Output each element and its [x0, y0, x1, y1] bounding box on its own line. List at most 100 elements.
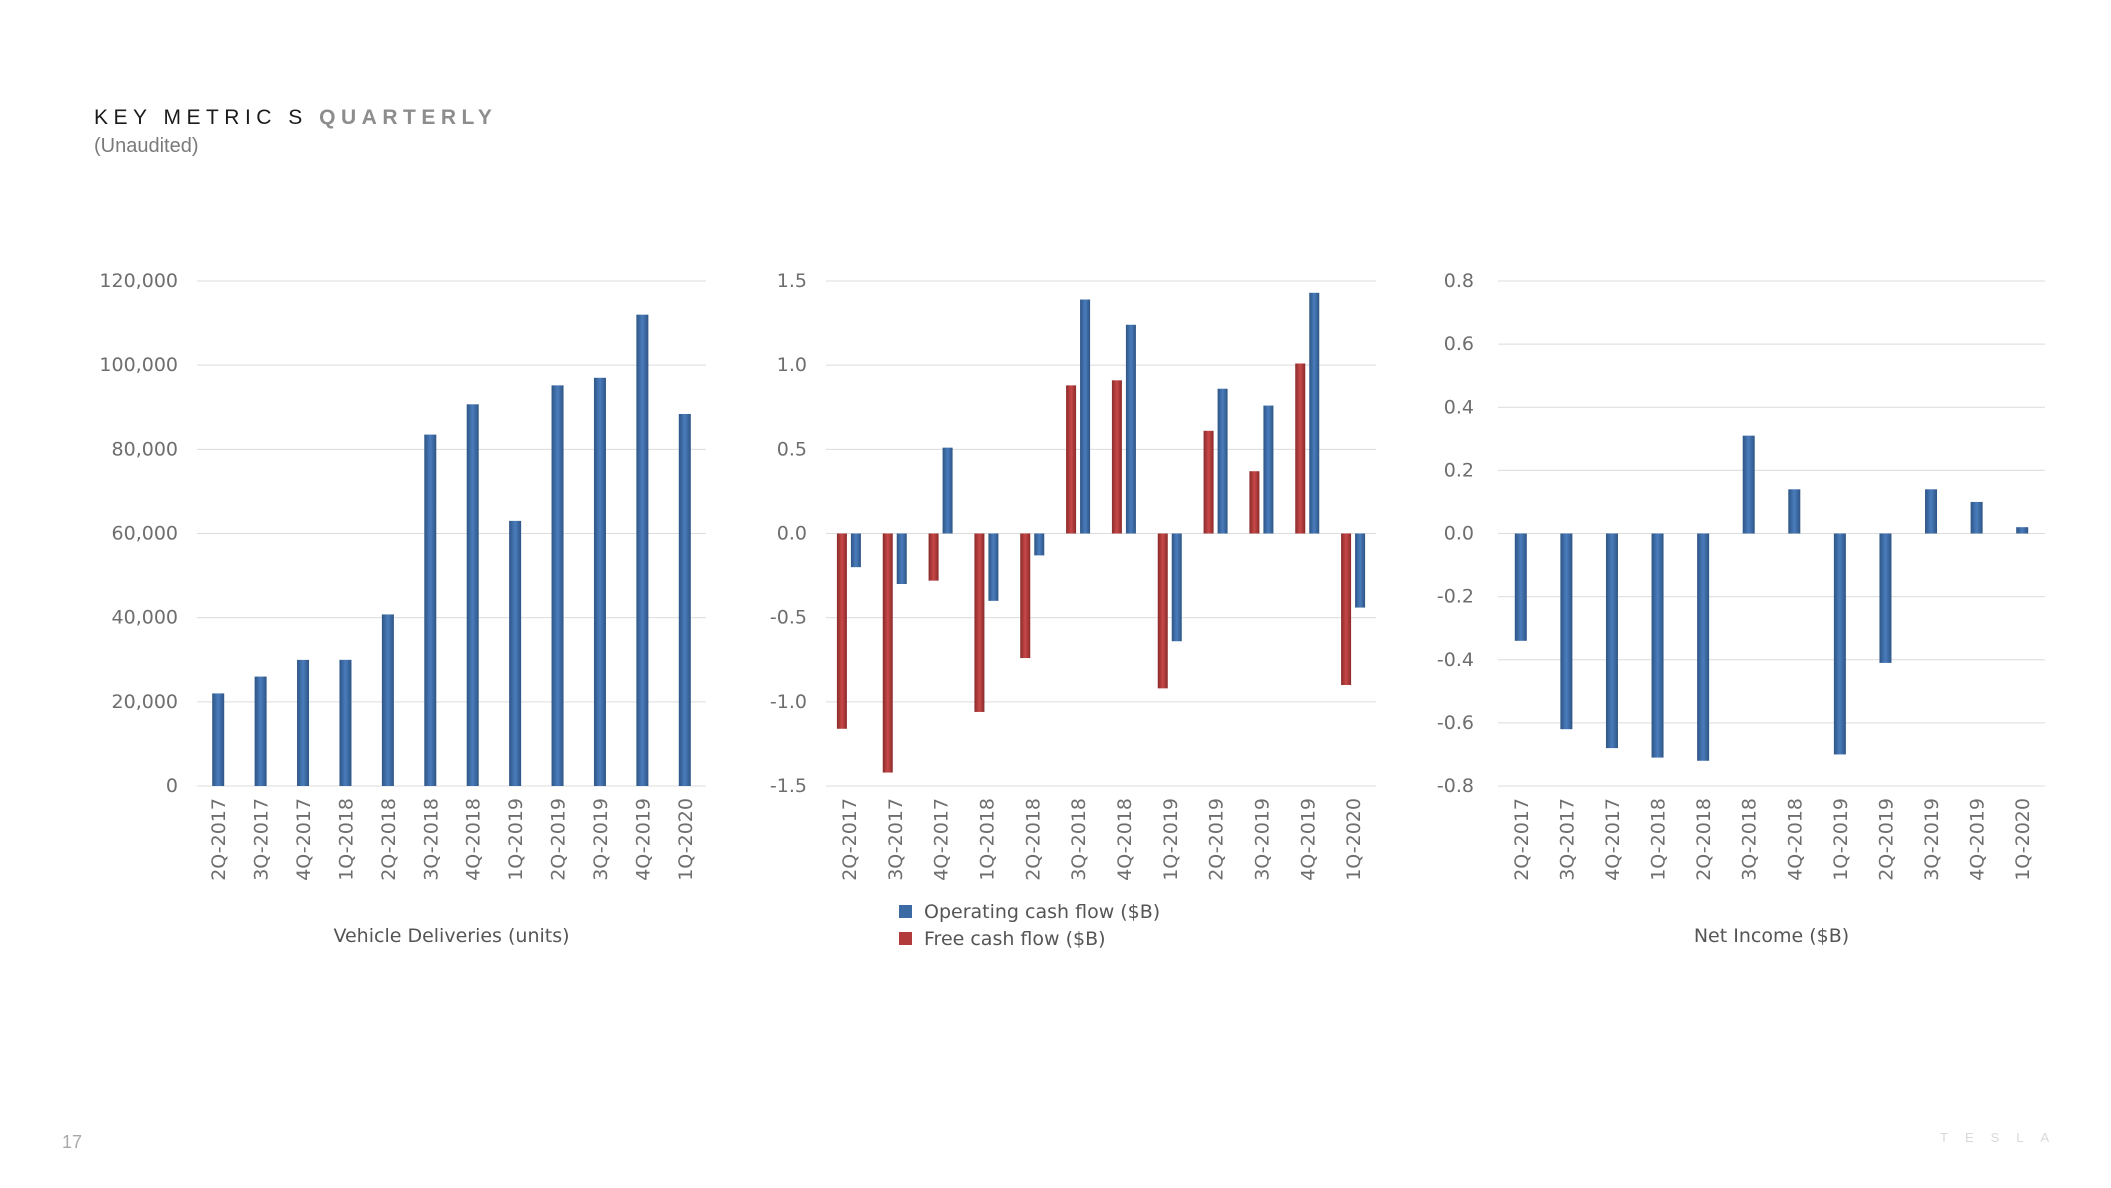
cashflow-xtick-label: 2Q-2017: [839, 798, 861, 881]
netincome-ytick-label: 0.8: [1444, 270, 1474, 292]
chart-cash-flow: -1.5 -1.0 -0.5 0.0 0.5 1.0 1.5 2Q-2017 3Q-2017 4Q…: [770, 270, 1376, 950]
cashflow-bar-2q-2017: [836, 533, 847, 729]
netincome-xtick-label: 2Q-2019: [1875, 798, 1897, 881]
cashflow-ytick-label: 1.0: [777, 354, 807, 376]
page-title: KEY METRIC S QUARTERLY: [94, 106, 497, 130]
cashflow-bar-2q-2019: [1203, 430, 1214, 534]
netincome-ytick-label: -0.2: [1437, 586, 1474, 608]
cashflow-bar-3q-2017: [882, 533, 893, 773]
cashflow-ytick-label: -1.5: [770, 775, 807, 797]
cashflow-xtick-label: 2Q-2018: [1022, 798, 1044, 881]
cashflow-ytick-label: 0.0: [777, 523, 807, 545]
cashflow-bar-3q-2018: [1080, 299, 1091, 534]
deliveries-bar-4q-2019: [636, 314, 649, 786]
netincome-bar-1q-2018: [1651, 533, 1664, 758]
netincome-bar-3q-2019: [1925, 489, 1938, 534]
netincome-bar-1q-2020: [2016, 527, 2029, 534]
deliveries-bar-2q-2017: [212, 693, 225, 786]
netincome-ytick-label: 0.0: [1444, 523, 1474, 545]
cashflow-bar-4q-2019: [1295, 363, 1306, 534]
cashflow-bar-4q-2017: [942, 447, 953, 534]
netincome-xtick-label: 3Q-2017: [1556, 798, 1578, 881]
deliveries-xtick-label: 3Q-2017: [251, 798, 273, 881]
netincome-bar-3q-2017: [1560, 533, 1573, 730]
netincome-xtick-label: 4Q-2019: [1967, 798, 1989, 881]
deliveries-xtick-label: 3Q-2019: [590, 798, 612, 881]
netincome-ytick-label: -0.6: [1437, 712, 1474, 734]
cashflow-legend-swatch: [899, 932, 912, 945]
netincome-bar-2q-2017: [1514, 533, 1527, 641]
deliveries-xtick-label: 2Q-2017: [208, 798, 230, 881]
deliveries-ytick-label: 120,000: [99, 270, 178, 292]
deliveries-xtick-label: 1Q-2018: [335, 798, 357, 881]
cashflow-bar-2q-2017: [850, 533, 861, 568]
deliveries-bar-3q-2017: [254, 676, 267, 786]
deliveries-xtick-label: 4Q-2018: [463, 798, 485, 881]
netincome-bar-1q-2019: [1833, 533, 1846, 755]
cashflow-bar-2q-2019: [1217, 388, 1228, 534]
cashflow-legend-label: Operating cash flow ($B): [924, 901, 1160, 923]
cashflow-bar-2q-2018: [1020, 533, 1031, 659]
deliveries-xtick-label: 1Q-2019: [505, 798, 527, 881]
cashflow-legend-label: Free cash flow ($B): [924, 928, 1106, 950]
deliveries-bar-3q-2019: [593, 377, 606, 786]
deliveries-bar-1q-2019: [509, 520, 522, 786]
chart-vehicle-deliveries: 0 20,000 40,000 60,000 80,000 100,000 120,000 2…: [99, 270, 706, 947]
cashflow-bar-4q-2017: [928, 533, 939, 581]
netincome-xtick-label: 1Q-2019: [1830, 798, 1852, 881]
cashflow-xtick-label: 4Q-2018: [1114, 798, 1136, 881]
deliveries-xtick-label: 4Q-2019: [632, 798, 654, 881]
cashflow-ytick-label: 1.5: [777, 270, 807, 292]
cashflow-bar-3q-2019: [1249, 471, 1260, 534]
netincome-bar-3q-2018: [1742, 435, 1755, 534]
deliveries-ytick-label: 100,000: [99, 354, 178, 376]
page-number: 17: [62, 1132, 83, 1152]
netincome-xtick-label: 2Q-2018: [1693, 798, 1715, 881]
deliveries-xtick-label: 2Q-2018: [378, 798, 400, 881]
cashflow-bar-1q-2019: [1157, 533, 1168, 689]
deliveries-bar-4q-2017: [297, 659, 310, 786]
brand-logo: TESLA: [1940, 1130, 2067, 1145]
netincome-bar-4q-2017: [1605, 533, 1618, 749]
cashflow-bar-1q-2020: [1355, 533, 1366, 608]
deliveries-bar-1q-2020: [678, 413, 691, 786]
netincome-xtick-label: 3Q-2018: [1739, 798, 1761, 881]
deliveries-xtick-label: 1Q-2020: [675, 798, 697, 881]
page-title-bold: KEY METRIC S: [94, 106, 308, 129]
cashflow-bar-3q-2018: [1066, 385, 1077, 534]
netincome-xtick-label: 4Q-2018: [1784, 798, 1806, 881]
deliveries-bar-2q-2018: [381, 614, 394, 786]
cashflow-bar-2q-2018: [1034, 533, 1045, 556]
netincome-xlabel: Net Income ($B): [1694, 925, 1849, 947]
cashflow-xtick-label: 4Q-2017: [931, 798, 953, 881]
cashflow-xtick-label: 1Q-2018: [976, 798, 998, 881]
cashflow-xtick-label: 3Q-2019: [1251, 798, 1273, 881]
cashflow-bar-4q-2019: [1309, 292, 1320, 534]
chart-net-income: -0.8 -0.6 -0.4 -0.2 0.0 0.2 0.4 0.6 0.8 2Q-2017 3Q…: [1437, 270, 2045, 947]
netincome-xtick-label: 1Q-2018: [1648, 798, 1670, 881]
netincome-xtick-label: 2Q-2017: [1511, 798, 1533, 881]
netincome-ytick-label: -0.8: [1437, 775, 1474, 797]
deliveries-xlabel: Vehicle Deliveries (units): [333, 925, 569, 947]
page-subtitle: (Unaudited): [94, 135, 199, 157]
netincome-ytick-label: -0.4: [1437, 649, 1474, 671]
deliveries-bar-2q-2019: [551, 385, 564, 786]
cashflow-bar-1q-2020: [1341, 533, 1352, 685]
deliveries-bar-4q-2018: [466, 404, 479, 786]
cashflow-ytick-label: 0.5: [777, 438, 807, 460]
deliveries-ytick-label: 40,000: [112, 607, 178, 629]
netincome-xtick-label: 3Q-2019: [1921, 798, 1943, 881]
deliveries-ytick-label: 0: [166, 775, 178, 797]
netincome-xtick-label: 1Q-2020: [2012, 798, 2034, 881]
netincome-ytick-label: 0.4: [1444, 396, 1474, 418]
cashflow-xtick-label: 4Q-2019: [1297, 798, 1319, 881]
deliveries-bar-1q-2018: [339, 659, 352, 786]
cashflow-ytick-label: -0.5: [770, 607, 807, 629]
cashflow-bar-3q-2017: [896, 533, 907, 584]
netincome-ytick-label: 0.2: [1444, 459, 1474, 481]
cashflow-bar-4q-2018: [1111, 380, 1122, 534]
deliveries-xtick-label: 3Q-2018: [420, 798, 442, 881]
deliveries-ytick-label: 20,000: [112, 691, 178, 713]
cashflow-bar-1q-2019: [1171, 533, 1182, 642]
